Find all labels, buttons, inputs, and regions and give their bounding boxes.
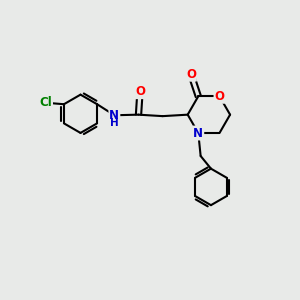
Text: O: O: [186, 68, 196, 81]
Text: N: N: [193, 127, 203, 140]
Text: N: N: [110, 109, 119, 122]
Text: Cl: Cl: [39, 96, 52, 109]
Text: O: O: [214, 90, 224, 103]
Text: O: O: [135, 85, 145, 98]
Text: H: H: [110, 118, 119, 128]
